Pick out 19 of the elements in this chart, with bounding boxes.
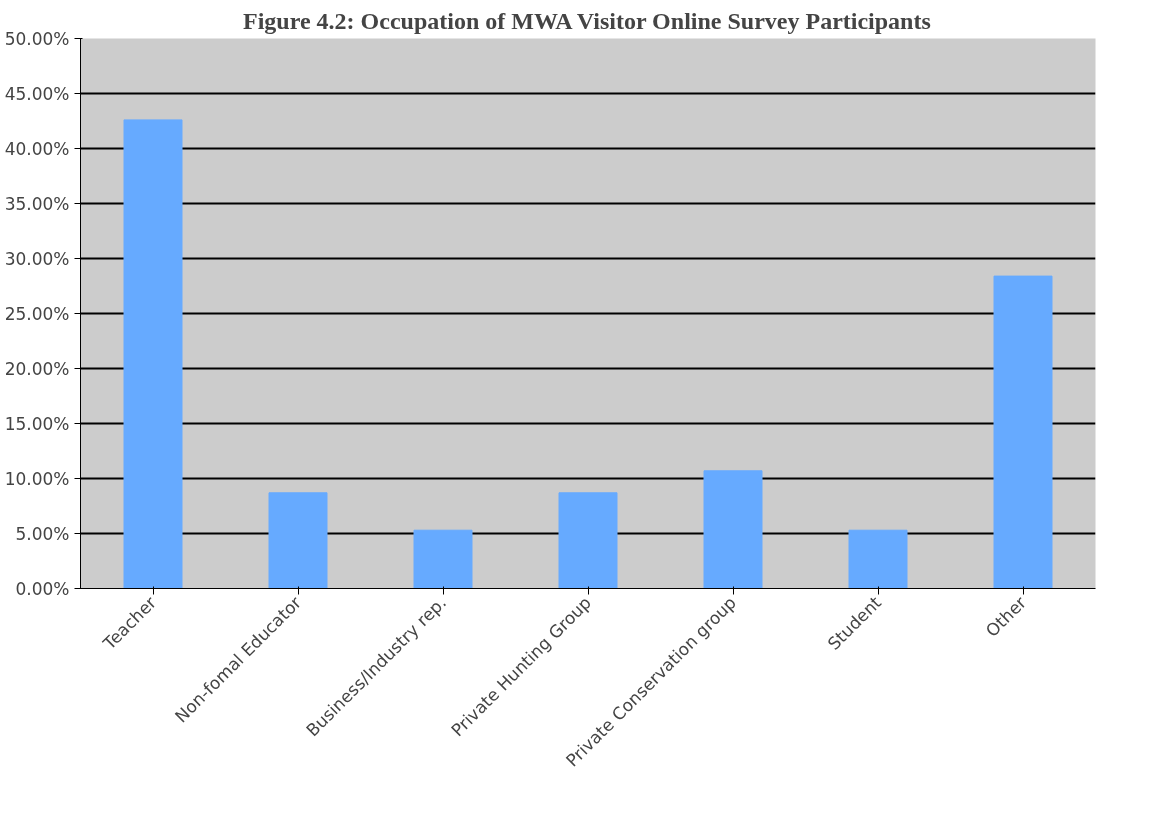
bar xyxy=(993,275,1053,589)
y-tick-label: 15.00% xyxy=(4,413,70,434)
bar xyxy=(413,529,473,589)
bar xyxy=(703,470,763,589)
bar xyxy=(848,529,908,589)
chart-title: Figure 4.2: Occupation of MWA Visitor Online Survey Participants xyxy=(243,7,931,34)
bar xyxy=(123,119,183,589)
y-tick-label: 10.00% xyxy=(4,468,70,489)
bar xyxy=(558,492,618,589)
y-tick-label: 50.00% xyxy=(4,28,70,49)
y-tick-label: 20.00% xyxy=(4,358,70,379)
y-tick-label: 5.00% xyxy=(15,523,70,544)
y-tick-label: 0.00% xyxy=(15,578,70,599)
y-tick-label: 30.00% xyxy=(4,248,70,269)
y-tick-label: 45.00% xyxy=(4,83,70,104)
y-tick-label: 35.00% xyxy=(4,193,70,214)
y-tick-label: 25.00% xyxy=(4,303,70,324)
bar xyxy=(268,492,328,589)
y-tick-label: 40.00% xyxy=(4,138,70,159)
